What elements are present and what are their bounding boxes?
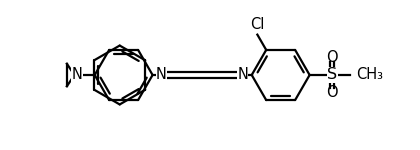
Text: CH₃: CH₃ <box>356 68 383 82</box>
Text: O: O <box>326 50 338 65</box>
Text: N: N <box>71 68 82 82</box>
Text: N: N <box>156 68 167 82</box>
Text: S: S <box>327 68 337 82</box>
Text: O: O <box>326 85 338 100</box>
Text: Cl: Cl <box>250 17 265 32</box>
Text: N: N <box>237 68 248 82</box>
